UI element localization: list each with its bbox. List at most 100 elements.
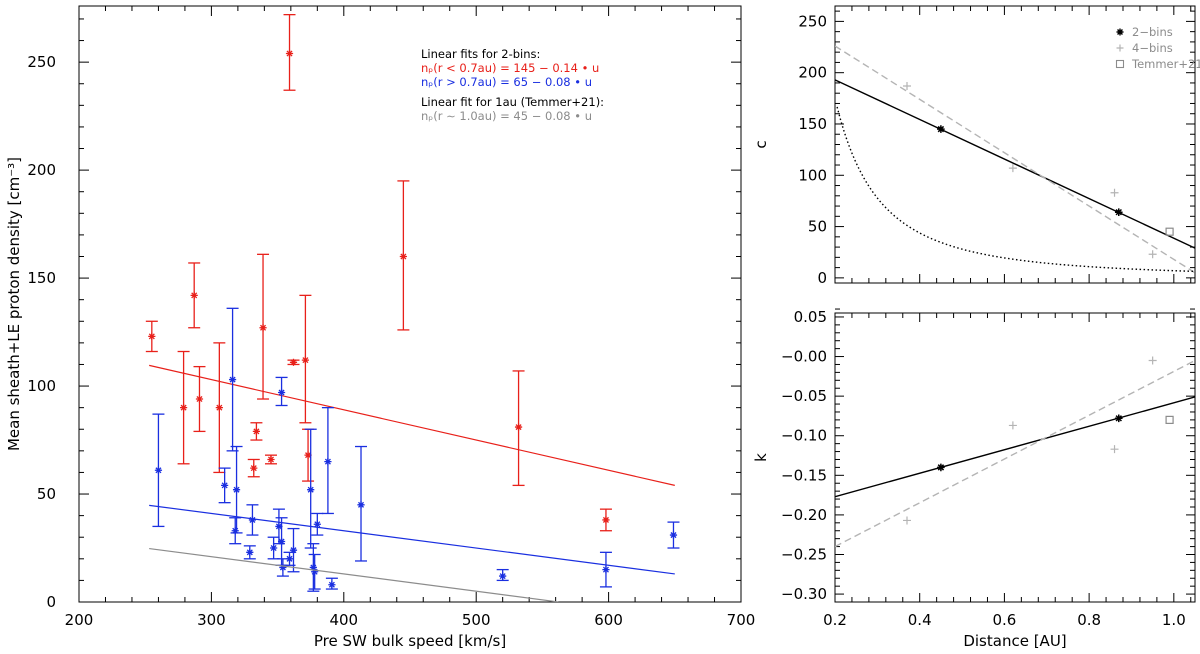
k-x-tick-label: 0.4 xyxy=(908,611,932,629)
data-point-red xyxy=(289,358,298,366)
k-point-2bins xyxy=(1114,414,1123,423)
data-point-blue xyxy=(275,522,283,531)
data-point-blue xyxy=(232,486,241,494)
data-point-blue xyxy=(285,555,294,563)
data-point-red xyxy=(148,332,156,340)
data-point-blue xyxy=(307,486,315,494)
annotation-fit-inner: nₚ(r < 0.7au) = 145 − 0.14 • u xyxy=(421,61,599,75)
c-panel: 0 50 100 150 200 250 c 2−bins 4−bins Temmer+21 xyxy=(752,5,1200,287)
annotation-header-2bins: Linear fits for 2-bins: xyxy=(421,47,540,61)
data-point-red xyxy=(304,451,312,459)
k-y-tick-label: −0.15 xyxy=(781,466,827,484)
data-point-blue xyxy=(154,466,163,474)
y-axis-label: Mean sheath+LE proton density [cm⁻³] xyxy=(5,157,23,451)
k-y-tick-label: −0.25 xyxy=(781,545,827,563)
data-point-blue xyxy=(228,375,237,384)
k-panel: 0.2 0.4 0.6 0.8 1.0 −0.30 −0.25 −0.20 −0.15 −0.10… xyxy=(752,308,1196,650)
x-tick-label: 500 xyxy=(462,611,491,629)
y-tick-label: 200 xyxy=(27,161,56,179)
x-tick-label: 600 xyxy=(594,611,623,629)
x-axis-label: Pre SW bulk speed [km/s] xyxy=(314,632,506,650)
data-point-blue xyxy=(277,537,286,546)
data-point-blue xyxy=(328,581,336,589)
k-fit-line-4bins xyxy=(835,359,1195,548)
k-y-tick-label: −0.10 xyxy=(781,427,827,445)
k-point-4bins xyxy=(1110,445,1119,454)
main-panel: 200 300 400 500 600 700 0 50 100 150 200 250 Pre SW … xyxy=(5,5,756,650)
legend-marker-plus xyxy=(1116,44,1124,52)
annotation-fit-outer: nₚ(r > 0.7au) = 65 − 0.08 • u xyxy=(421,75,592,89)
data-point-red xyxy=(285,49,294,58)
data-point-blue xyxy=(602,566,610,574)
c-point-4bins xyxy=(903,82,911,91)
k-point-2bins xyxy=(937,463,945,472)
legend-marker-star xyxy=(1116,28,1124,36)
data-point-red xyxy=(267,455,275,464)
c-point-2bins xyxy=(1114,208,1123,217)
c-y-tick-label: 50 xyxy=(808,218,827,236)
c-y-tick-label: 200 xyxy=(798,64,827,82)
x-tick-label: 300 xyxy=(197,611,226,629)
k-y-axis-label: k xyxy=(752,453,770,462)
data-point-blue xyxy=(231,527,239,535)
legend-label: 4−bins xyxy=(1132,41,1173,55)
c-y-tick-label: 0 xyxy=(817,269,827,287)
k-fit-line-2bins xyxy=(835,396,1195,498)
data-point-red xyxy=(250,464,258,472)
c-point-4bins xyxy=(1008,164,1017,173)
data-point-red xyxy=(215,404,223,412)
k-point-4bins xyxy=(1008,421,1017,430)
c-point-temmer xyxy=(1165,227,1174,236)
c-point-2bins xyxy=(937,125,945,133)
data-point-blue xyxy=(669,531,678,539)
c-fit-line-4bins xyxy=(835,45,1195,274)
data-point-red xyxy=(399,252,407,261)
fit-line-gray xyxy=(149,547,559,602)
k-x-tick-label: 0.8 xyxy=(1077,611,1101,629)
y-tick-label: 250 xyxy=(27,53,56,71)
k-point-temmer xyxy=(1165,415,1174,424)
c-y-axis-label: c xyxy=(752,140,770,148)
legend-label: 2−bins xyxy=(1132,25,1173,39)
data-point-red xyxy=(301,356,310,364)
data-point-blue xyxy=(221,481,229,489)
data-point-red xyxy=(179,404,188,412)
y-tick-label: 50 xyxy=(37,485,56,503)
k-y-tick-label: −0.00 xyxy=(781,348,827,366)
data-point-blue xyxy=(279,563,287,572)
data-point-red xyxy=(252,427,261,436)
k-y-tick-label: −0.05 xyxy=(781,387,827,405)
c-fit-line-2bins xyxy=(835,79,1195,249)
data-point-blue xyxy=(248,516,257,524)
x-tick-label: 400 xyxy=(329,611,358,629)
k-y-tick-label: −0.30 xyxy=(781,585,827,603)
data-point-red xyxy=(259,324,267,332)
annotation-header-1au: Linear fit for 1au (Temmer+21): xyxy=(421,95,604,109)
data-point-blue xyxy=(289,546,298,554)
data-point-red xyxy=(514,423,523,431)
data-point-blue xyxy=(313,520,321,528)
x-tick-label: 700 xyxy=(727,611,756,629)
data-point-blue xyxy=(246,548,254,556)
k-plot-frame xyxy=(834,312,1196,603)
data-point-blue xyxy=(311,568,319,576)
c-dotted-curve xyxy=(836,106,1195,273)
legend-marker-square xyxy=(1115,59,1125,69)
main-plot-frame xyxy=(78,5,742,603)
data-point-blue xyxy=(277,388,286,397)
y-tick-label: 150 xyxy=(27,269,56,287)
data-point-red xyxy=(195,395,204,403)
y-tick-label: 0 xyxy=(46,593,56,611)
k-x-tick-label: 0.6 xyxy=(992,611,1016,629)
c-point-4bins xyxy=(1110,188,1119,197)
c-point-4bins xyxy=(1148,250,1157,259)
k-x-tick-label: 1.0 xyxy=(1162,611,1186,629)
data-point-blue xyxy=(324,458,332,466)
k-y-tick-label: 0.05 xyxy=(794,308,827,326)
data-point-blue xyxy=(309,563,317,572)
data-point-red xyxy=(602,516,610,524)
k-x-axis-label: Distance [AU] xyxy=(963,632,1066,650)
data-point-blue xyxy=(357,501,365,509)
k-point-4bins xyxy=(1148,356,1157,365)
fit-line-red xyxy=(149,364,675,486)
